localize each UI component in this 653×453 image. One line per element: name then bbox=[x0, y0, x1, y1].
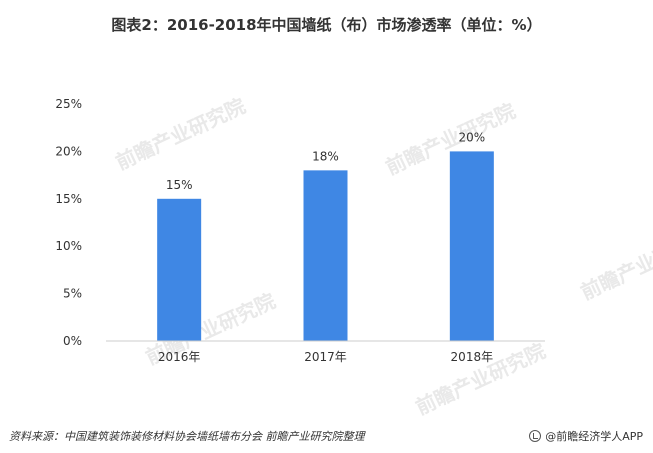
brand-label: @前瞻经济学人APP bbox=[545, 430, 643, 443]
brand-credit: @前瞻经济学人APP bbox=[529, 428, 643, 444]
source-note: 资料来源：中国建筑装饰装修材料协会墙纸墙布分会 前瞻产业研究院整理 bbox=[9, 430, 365, 443]
y-tick-label: 25% bbox=[55, 97, 82, 111]
y-tick-label: 5% bbox=[63, 287, 82, 301]
bar bbox=[157, 198, 202, 341]
x-tick-label: 2016年 bbox=[158, 350, 201, 364]
y-axis: 0% 5% 10% 15% 20% 25% bbox=[55, 97, 82, 348]
x-tick-label: 2018年 bbox=[451, 350, 494, 364]
watermark-text: 前瞻产业研究院 bbox=[577, 224, 653, 305]
y-tick-label: 20% bbox=[55, 144, 82, 158]
bar-series bbox=[157, 151, 494, 341]
data-labels: 15% 18% 20% bbox=[166, 130, 485, 191]
bar bbox=[449, 151, 494, 341]
bar-value-label: 15% bbox=[166, 178, 193, 192]
x-tick-label: 2017年 bbox=[304, 350, 347, 364]
brand-logo-icon bbox=[529, 430, 542, 442]
bar-value-label: 18% bbox=[312, 149, 339, 163]
bar-value-label: 20% bbox=[458, 130, 485, 144]
y-tick-label: 10% bbox=[55, 239, 82, 253]
bar bbox=[303, 170, 348, 341]
watermark-text: 前瞻产业研究院 bbox=[112, 94, 249, 175]
y-tick-label: 15% bbox=[55, 192, 82, 206]
chart-title: 图表2：2016-2018年中国墙纸（布）市场渗透率（单位：%） bbox=[111, 16, 542, 34]
x-axis: 2016年 2017年 2018年 bbox=[158, 350, 493, 364]
y-tick-label: 0% bbox=[63, 334, 82, 348]
